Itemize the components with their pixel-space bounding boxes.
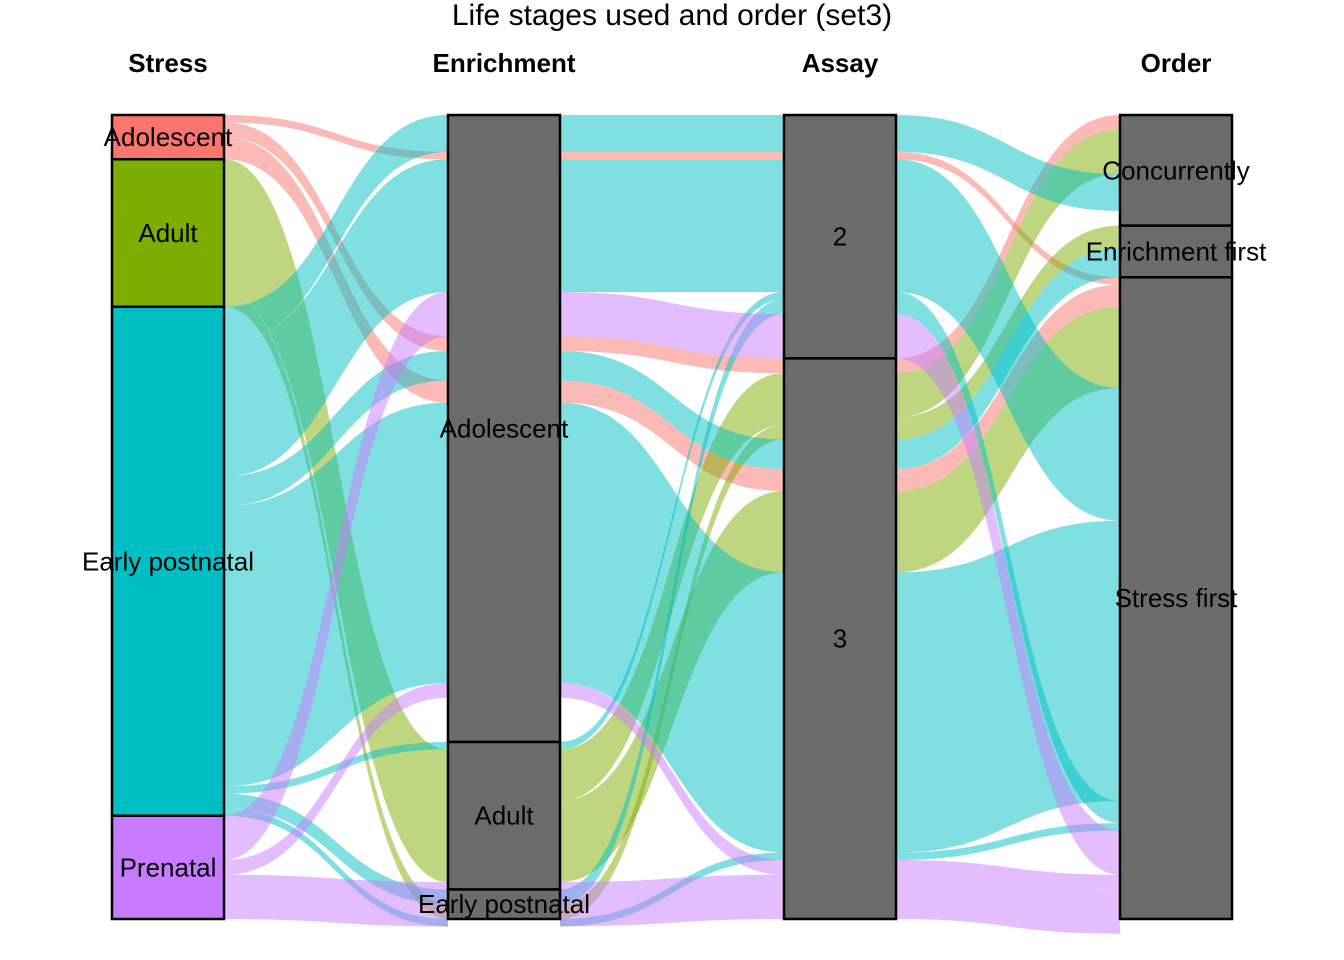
stratum-label-order-stress-first: Stress first [1115,583,1239,613]
flow-early-postnatal-adult-2-stress-first [224,292,1120,809]
axis-header-enrichment: Enrichment [432,48,575,78]
stratum-label-stress-early-postnatal: Early postnatal [82,546,254,576]
stratum-label-enrichment-early-postnatal: Early postnatal [418,889,590,919]
flow-segment-enrichment-to-assay [560,115,784,152]
flow-prenatal-adult-3-stress-first [224,874,1120,934]
flow-early-postnatal-adolescent-3-stress-first [224,402,1120,853]
stratum-label-order-concurrently: Concurrently [1102,155,1249,185]
stratum-enrichment-adolescent [446,113,562,744]
stratum-label-stress-prenatal: Prenatal [120,852,217,882]
stratum-assay-3 [782,357,898,921]
flow-segment-assay-to-order [896,859,1120,890]
flow-segment-enrichment-to-assay [560,292,784,359]
flow-segment-assay-to-order [896,292,1120,809]
flow-segment-assay-to-order [896,151,1120,285]
stratum-label-stress-adolescent: Adolescent [104,122,233,152]
flow-segment-stress-to-enrichment [224,682,448,875]
axis-header-order: Order [1141,48,1212,78]
flow-segment-enrichment-to-assay [560,299,784,905]
flow-segment-enrichment-to-assay [560,874,784,927]
stratum-stress-adolescent [110,113,226,161]
flow-segment-stress-to-enrichment [224,115,448,344]
flow-segment-stress-to-enrichment [224,808,448,927]
flow-early-postnatal-early-postnatal-2-stress-first [224,299,1120,905]
stratum-label-enrichment-adolescent: Adolescent [440,413,569,443]
stratum-enrichment-early-postnatal [446,888,562,921]
flow-early-postnatal-adolescent-2-stress-first [224,159,1120,521]
flow-segment-stress-to-enrichment [224,793,448,905]
flow-segment-assay-to-order [896,823,1120,860]
flow-segment-enrichment-to-assay [560,682,784,875]
flow-segment-stress-to-enrichment [224,741,448,794]
flow-segment-assay-to-order [896,115,1120,211]
stratum-stress-prenatal [110,814,226,921]
flow-segment-stress-to-enrichment [224,874,448,927]
flow-segment-assay-to-order [896,874,1120,934]
flow-segment-enrichment-to-assay [560,292,784,750]
chart-title: Life stages used and order (set3) [452,0,892,32]
flow-segment-assay-to-order [896,314,1120,875]
stratum-order-enrichment-first [1118,224,1234,279]
axis-headers: Stress Enrichment Assay Order [128,48,1211,78]
stratum-label-assay-3: 3 [833,624,847,654]
flow-segment-assay-to-order [896,520,1120,853]
flow-prenatal-adolescent-3-stress-first [224,682,1120,890]
stratum-stress-early-postnatal [110,305,226,817]
flow-early-postnatal-adolescent-2-concurrently [224,115,1120,344]
stratum-order-concurrently [1118,113,1234,227]
axis-header-stress: Stress [128,48,208,78]
stratum-label-stress-adult: Adult [138,218,198,248]
flows-layer [224,115,1120,934]
stratum-stress-adult [110,158,226,309]
flow-segment-assay-to-order [896,115,1120,374]
flow-segment-stress-to-enrichment [224,292,448,860]
flow-segment-assay-to-order [896,159,1120,521]
flow-segment-stress-to-enrichment [224,159,448,477]
strata-layer: Adolescent Adult Early postnatal Prenatal Ad… [82,113,1267,921]
axis-header-assay: Assay [802,48,879,78]
flow-segment-enrichment-to-assay [560,151,784,160]
stratum-label-assay-2: 2 [833,222,847,252]
stratum-order-stress-first [1118,276,1234,921]
flow-prenatal-adolescent-2-stress-first [224,292,1120,875]
stratum-assay-2 [782,113,898,360]
stratum-label-enrichment-adult: Adult [474,801,534,831]
stratum-label-order-enrichment-first: Enrichment first [1086,236,1267,266]
flow-segment-assay-to-order [896,247,1120,470]
flow-segment-enrichment-to-assay [560,402,784,853]
flow-segment-enrichment-to-assay [560,159,784,293]
flow-segment-enrichment-to-assay [560,351,784,470]
flow-segment-assay-to-order [896,299,1120,824]
